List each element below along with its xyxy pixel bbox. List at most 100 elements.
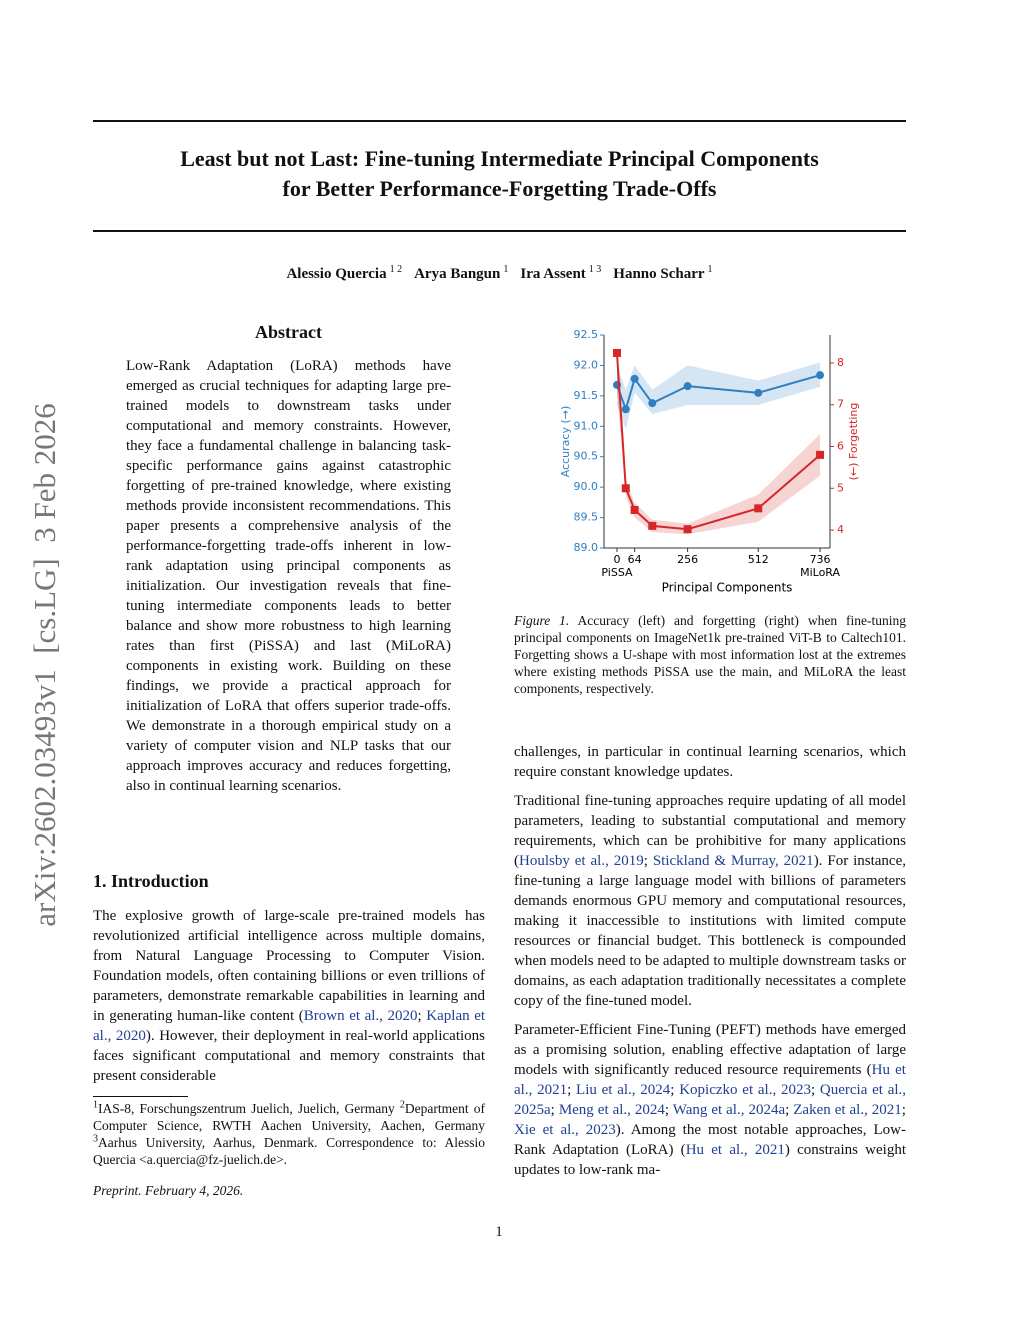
footnote-mark: 1 <box>93 1099 98 1111</box>
marker <box>816 371 825 380</box>
author: Alessio Quercia 1 2 <box>286 264 403 283</box>
band <box>616 362 821 430</box>
abstract-text: Low-Rank Adaptation (LoRA) methods have … <box>126 358 451 794</box>
author: Hanno Scharr 1 <box>613 264 713 283</box>
y-tick-label: 91.0 <box>574 419 599 432</box>
y2-tick-label: 6 <box>837 440 844 453</box>
text: ; <box>670 1082 680 1098</box>
author-name: Alessio Quercia <box>286 266 387 282</box>
title: Least but not Last: Fine-tuning Intermed… <box>180 146 819 171</box>
citation: Wang et al., 2024a <box>672 1102 786 1118</box>
author: Ira Assent 1 3 <box>520 264 602 283</box>
text: ; <box>810 1082 820 1098</box>
marker <box>648 399 657 408</box>
text: The explosive growth of large-scale pre-… <box>93 908 485 1024</box>
marker <box>648 521 657 530</box>
y-axis-label: Accuracy (→) <box>559 406 572 478</box>
text: ; <box>550 1102 559 1118</box>
paragraph: Parameter-Efficient Fine-Tuning (PEFT) m… <box>514 1020 906 1180</box>
marker <box>754 504 763 513</box>
y-tick-label: 89.5 <box>574 511 599 524</box>
text: ; <box>417 1008 427 1024</box>
citation: Liu et al., 2024 <box>576 1082 671 1098</box>
text: ; <box>901 1102 906 1118</box>
text: Traditional fine-tuning approaches requi… <box>514 793 906 869</box>
text: ; <box>567 1082 577 1098</box>
text: ; <box>785 1102 794 1118</box>
affiliation: 1 <box>707 264 713 275</box>
text: ) constrains weight updates to low-rank … <box>514 1142 907 1178</box>
citation: Stickland & Murray, 2021 <box>652 853 814 869</box>
citation: Quercia et al., 2025a <box>514 1082 907 1118</box>
marker <box>683 382 692 391</box>
x-tick-label: 256 <box>677 553 698 566</box>
x-axis-label: Principal Components <box>662 581 793 595</box>
text: ; <box>664 1102 673 1118</box>
affiliation: 1 3 <box>588 264 602 275</box>
preprint-date: Preprint. February 4, 2026. <box>93 1183 244 1198</box>
author-name: Arya Bangun <box>414 266 501 282</box>
x-tick-label: 512 <box>748 553 769 566</box>
right-column: challenges, in particular in continual l… <box>514 742 906 1189</box>
marker <box>630 374 639 383</box>
rule <box>93 230 906 232</box>
x-tick-label: 0 <box>613 553 620 566</box>
author-name: Ira Assent <box>520 266 586 282</box>
affiliation: 1 <box>503 264 509 275</box>
x-tick-label: 64 <box>628 553 642 566</box>
marker <box>612 348 621 357</box>
marker <box>754 388 763 397</box>
y2-tick-label: 4 <box>837 523 844 536</box>
section-heading: 1. Introduction <box>93 871 209 891</box>
y2-tick-label: 5 <box>837 481 844 494</box>
title: for Better Performance-Forgetting Trade-… <box>282 176 717 201</box>
footnote-rule <box>93 1096 188 1097</box>
text: ). However, their deployment in real-wor… <box>93 1028 486 1084</box>
text: IAS-8, Forschungszentrum Juelich, Juelic… <box>98 1101 400 1116</box>
y-tick-label: 92.5 <box>574 328 599 341</box>
citation: Hu et al., 2021 <box>514 1062 906 1098</box>
y2-axis-label: (←) Forgetting <box>847 403 860 481</box>
y-tick-label: 90.0 <box>574 480 599 493</box>
footnote-mark: 3 <box>93 1133 98 1145</box>
citation: Kaplan et al., 2020 <box>93 1008 486 1044</box>
y2-tick-label: 8 <box>837 356 844 369</box>
text: ). For instance, fine-tuning a large lan… <box>514 853 906 1009</box>
abstract-heading: Abstract <box>255 322 322 342</box>
y-tick-label: 92.0 <box>574 358 599 371</box>
marker <box>816 450 825 459</box>
citation: Meng et al., 2024 <box>558 1102 665 1118</box>
y-tick-label: 91.5 <box>574 389 599 402</box>
citation: Brown et al., 2020 <box>303 1008 418 1024</box>
band <box>616 346 821 535</box>
paragraph: Traditional fine-tuning approaches requi… <box>514 791 906 1011</box>
page-number: 1 <box>495 1224 503 1240</box>
citation: Zaken et al., 2021 <box>793 1102 902 1118</box>
text: Parameter-Efficient Fine-Tuning (PEFT) m… <box>514 1022 906 1078</box>
text: ). Among the most notable approaches, Lo… <box>514 1122 906 1158</box>
citation: Houlsby et al., 2019 <box>519 853 644 869</box>
y-tick-label: 89.0 <box>574 541 599 554</box>
marker <box>683 525 692 534</box>
footnote: 1IAS-8, Forschungszentrum Juelich, Jueli… <box>93 1100 485 1168</box>
author-name: Hanno Scharr <box>613 266 705 282</box>
y2-tick-label: 7 <box>837 398 844 411</box>
author: Arya Bangun 1 <box>414 264 509 283</box>
affiliation: 1 2 <box>389 264 403 275</box>
x-tick-note: MiLoRA <box>800 566 840 579</box>
marker <box>630 505 639 514</box>
text: Department of Computer Science, RWTH Aac… <box>93 1101 485 1133</box>
arxiv-stamp: arXiv:2602.03493v1 [cs.LG] 3 Feb 2026 <box>27 403 62 927</box>
text: challenges, in particular in continual l… <box>514 744 906 780</box>
figure-label: Figure 1. <box>514 613 570 628</box>
authors: Alessio Quercia 1 2 Arya Bangun 1 Ira Assent… <box>93 264 906 283</box>
text: ; <box>643 853 653 869</box>
citation: Kopiczko et al., 2023 <box>679 1082 811 1098</box>
x-tick-note: PiSSA <box>601 566 633 579</box>
caption-text: Accuracy (left) and forgetting (right) w… <box>514 613 906 696</box>
figure-caption: Figure 1. Accuracy (left) and forgetting… <box>514 612 906 697</box>
y-tick-label: 90.5 <box>574 450 599 463</box>
marker <box>621 405 630 414</box>
footnote-mark: 2 <box>399 1099 405 1111</box>
